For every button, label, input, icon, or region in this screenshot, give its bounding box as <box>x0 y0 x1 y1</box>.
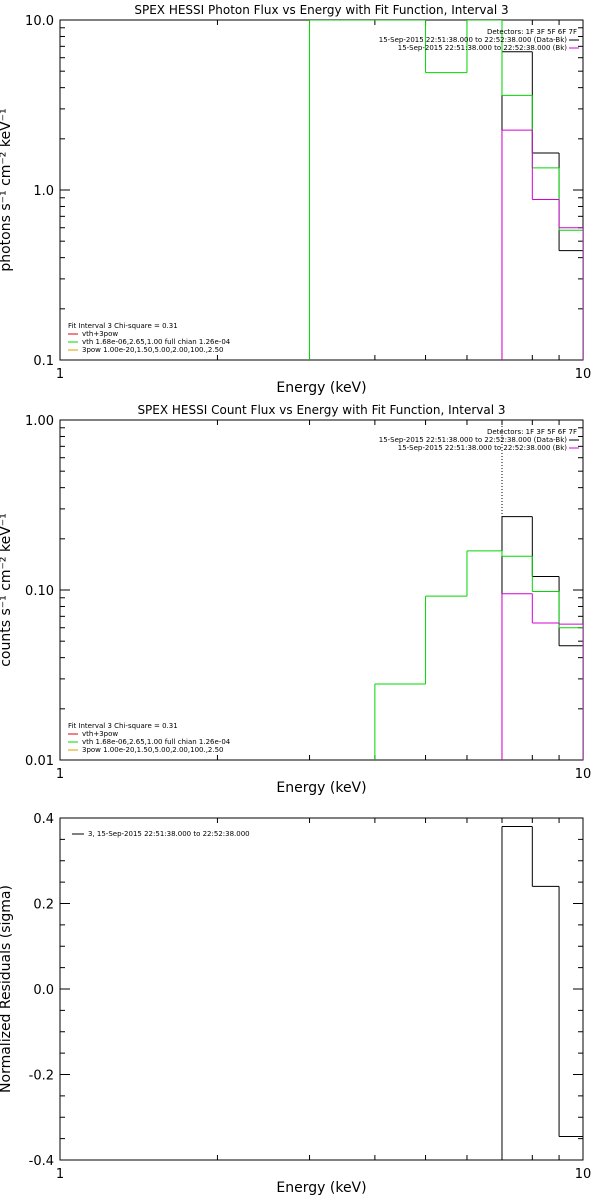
y-axis-label: photons s⁻¹ cm⁻² keV⁻¹ <box>0 108 14 271</box>
legend-entry: 3pow 1.00e-20,1.50,5.00,2.00,100.,2.50 <box>82 346 224 354</box>
axes-frame <box>59 19 584 361</box>
panel-3: 1 10 -0.4 -0.2 0.0 0.2 0.4 Energy (keV) Normaliz… <box>0 812 591 1196</box>
y-tick-label: 0.0 <box>33 983 54 998</box>
legend-bottom-left: Fit Interval 3 Chi-square = 0.31vth+3pow… <box>68 322 231 354</box>
y-axis-label: Normalized Residuals (sigma) <box>0 885 14 1093</box>
y-tick-label: 0.4 <box>33 812 54 827</box>
series-black <box>501 51 583 360</box>
y-tick-label: -0.4 <box>29 1154 54 1169</box>
x-tick-label: 1 <box>56 367 64 382</box>
legend-entry: 3pow 1.00e-20,1.50,5.00,2.00,100.,2.50 <box>82 746 224 754</box>
legend-entry: vth 1.68e-06,2.65,1.00 full chian 1.26e-… <box>82 338 231 346</box>
legend-entry: 15-Sep-2015 22:51:38.000 to 22:52:38.000… <box>398 444 568 452</box>
legend-header: Detectors: 1F 3F 5F 6F 7F <box>487 428 577 436</box>
x-axis-label: Energy (keV) <box>276 780 366 796</box>
legend-bottom-left: Fit Interval 3 Chi-square = 0.31vth+3pow… <box>68 722 231 754</box>
series-magenta <box>501 129 583 360</box>
y-tick-label: -0.2 <box>29 1069 54 1084</box>
y-tick-label: 1.0 <box>33 184 54 199</box>
legend-header: Detectors: 1F 3F 5F 6F 7F <box>487 28 577 36</box>
legend-header: Fit Interval 3 Chi-square = 0.31 <box>68 322 178 330</box>
axes-frame <box>59 419 584 761</box>
legend-entry: 15-Sep-2015 22:51:38.000 to 22:52:38.000… <box>379 436 568 444</box>
x-tick-label: 10 <box>575 767 592 782</box>
legend-entry: 15-Sep-2015 22:51:38.000 to 22:52:38.000… <box>379 36 568 44</box>
plot-area <box>374 420 583 760</box>
plot-area <box>501 826 583 1160</box>
legend-entry: vth 1.68e-06,2.65,1.00 full chian 1.26e-… <box>82 738 231 746</box>
series-black <box>501 826 583 1160</box>
y-tick-label: 0.2 <box>33 898 54 913</box>
y-tick-label: 0.01 <box>25 754 54 769</box>
axes-frame <box>59 817 584 1161</box>
y-tick-label: 0.10 <box>25 584 54 599</box>
x-tick-label: 10 <box>575 1167 592 1182</box>
legend-top-left: 3, 15-Sep-2015 22:51:38.000 to 22:52:38.… <box>72 830 250 838</box>
legend-entry: vth+3pow <box>82 330 118 338</box>
chart-title: SPEX HESSI Photon Flux vs Energy with Fi… <box>134 3 508 17</box>
x-tick-label: 1 <box>56 1167 64 1182</box>
panel-1: 1 10 0.1 1.0 10.0 SPEX HESSI Photon Flux vs E… <box>0 3 591 396</box>
series-magenta <box>501 593 583 760</box>
chart-title: SPEX HESSI Count Flux vs Energy with Fit… <box>137 403 505 417</box>
plot-area <box>309 20 583 360</box>
y-tick-label: 10.0 <box>25 14 54 29</box>
x-axis-label: Energy (keV) <box>276 380 366 396</box>
series-black <box>501 516 583 760</box>
x-tick-label: 10 <box>575 367 592 382</box>
legend-header: Fit Interval 3 Chi-square = 0.31 <box>68 722 178 730</box>
y-tick-label: 0.1 <box>33 354 54 369</box>
x-axis-label: Energy (keV) <box>276 1180 366 1196</box>
legend-entry: 3, 15-Sep-2015 22:51:38.000 to 22:52:38.… <box>88 830 250 838</box>
series-green <box>374 550 583 760</box>
y-axis-label: counts s⁻¹ cm⁻² keV⁻¹ <box>0 513 14 667</box>
legend-entry: vth+3pow <box>82 730 118 738</box>
panel-2: 1 10 0.01 0.10 1.00 SPEX HESSI Count Flux vs … <box>0 403 591 796</box>
y-tick-label: 1.00 <box>25 414 54 429</box>
series-green <box>309 20 583 360</box>
legend-entry: 15-Sep-2015 22:51:38.000 to 22:52:38.000… <box>398 44 568 52</box>
x-tick-label: 1 <box>56 767 64 782</box>
